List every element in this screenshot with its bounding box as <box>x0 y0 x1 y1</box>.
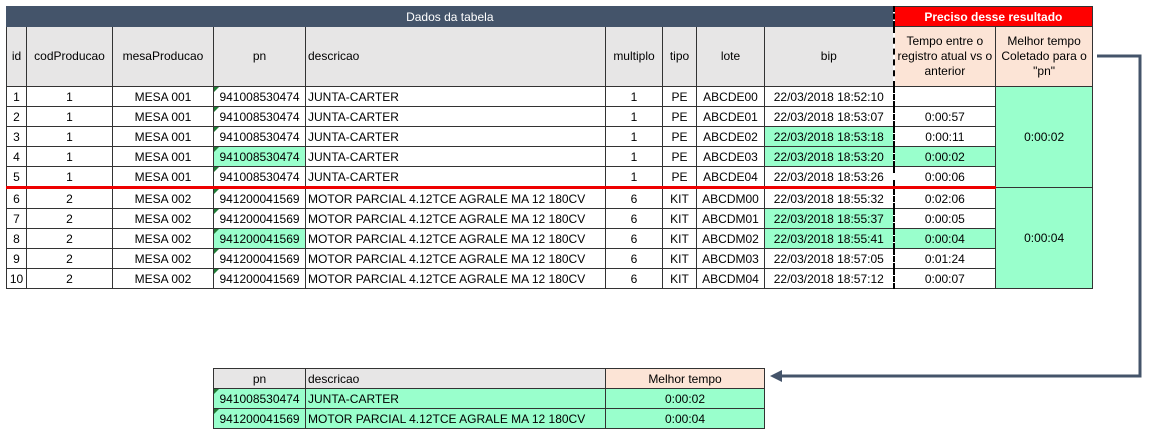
cell-tipo[interactable]: KIT <box>662 208 697 229</box>
table-row: 8 2 MESA 002 941200041569 MOTOR PARCIAL 4.12… <box>6 228 1093 249</box>
cell-tempo[interactable]: 0:00:02 <box>892 146 997 167</box>
cell-lote[interactable]: ABCDM04 <box>696 268 765 289</box>
cell-descricao[interactable]: MOTOR PARCIAL 4.12TCE AGRALE MA 12 180CV <box>305 228 606 249</box>
cell-mesaproducao[interactable]: MESA 002 <box>112 268 214 289</box>
cell-mesaproducao[interactable]: MESA 001 <box>112 166 214 189</box>
cell-lote[interactable]: ABCDM00 <box>696 187 765 209</box>
cell-bip[interactable]: 22/03/2018 18:53:26 <box>763 166 895 189</box>
cell-codproducao[interactable]: 2 <box>26 268 113 289</box>
cell-tempo[interactable]: 0:00:04 <box>892 228 997 249</box>
result-cell-pn[interactable]: 941200041569 <box>213 408 306 429</box>
result-header-melhor-tempo: Melhor tempo <box>605 368 765 389</box>
cell-bip[interactable]: 22/03/2018 18:53:07 <box>763 106 895 127</box>
cell-bip[interactable]: 22/03/2018 18:57:12 <box>763 268 895 289</box>
cell-pn[interactable]: 941200041569 <box>213 228 306 249</box>
cell-bip[interactable]: 22/03/2018 18:53:20 <box>763 146 895 167</box>
result-row: 941200041569 MOTOR PARCIAL 4.12TCE AGRAL… <box>213 408 765 429</box>
cell-pn[interactable]: 941008530474 <box>213 106 306 127</box>
cell-mesaproducao[interactable]: MESA 002 <box>112 228 214 249</box>
cell-pn[interactable]: 941200041569 <box>213 268 306 289</box>
cell-tipo[interactable]: PE <box>662 86 697 107</box>
table-row: 6 2 MESA 002 941200041569 MOTOR PARCIAL 4.12… <box>6 187 1094 289</box>
cell-tipo[interactable]: KIT <box>662 268 697 289</box>
cell-tempo[interactable]: 0:00:07 <box>892 268 997 289</box>
cell-bip[interactable]: 22/03/2018 18:53:18 <box>763 126 895 147</box>
cell-melhor-tempo[interactable]: 0:00:04 <box>995 187 1094 289</box>
header-melhor-tempo: Melhor tempo Coletado para o "pn" <box>995 26 1094 87</box>
table-title: Dados da tabela <box>5 6 895 27</box>
header-descricao: descricao <box>305 26 606 87</box>
cell-tipo[interactable]: PE <box>662 166 697 189</box>
header-tempo: Tempo entre o registro atual vs o anteri… <box>892 26 997 87</box>
result-cell-melhor-tempo[interactable]: 0:00:02 <box>605 388 765 409</box>
cell-mesaproducao[interactable]: MESA 001 <box>112 86 214 107</box>
table-row: 1 1 MESA 001 941008530474 JUNTA-CARTER 1 PE ABC… <box>6 86 1094 188</box>
result-table: pn descricao Melhor tempo 941008530474 J… <box>213 368 765 429</box>
header-lote: lote <box>696 26 765 87</box>
result-header-pn: pn <box>213 368 306 389</box>
cell-descricao[interactable]: MOTOR PARCIAL 4.12TCE AGRALE MA 12 180CV <box>305 268 606 289</box>
result-cell-melhor-tempo[interactable]: 0:00:04 <box>605 408 765 429</box>
cell-mesaproducao[interactable]: MESA 002 <box>112 248 214 269</box>
cell-pn[interactable]: 941008530474 <box>213 166 306 189</box>
cell-pn[interactable]: 941008530474 <box>213 146 306 167</box>
cell-descricao[interactable]: JUNTA-CARTER <box>305 166 606 189</box>
table-row: 2 1 MESA 001 941008530474 JUNTA-CARTER 1 PE ABC… <box>6 106 1093 127</box>
result-row: 941008530474 JUNTA-CARTER 0:00:02 <box>213 388 765 409</box>
data-table: Dados da tabela Preciso desse resultado … <box>5 6 1094 289</box>
cell-tempo[interactable]: 0:00:11 <box>892 126 997 147</box>
cell-mesaproducao[interactable]: MESA 002 <box>112 187 214 209</box>
header-multiplo: multiplo <box>605 26 663 87</box>
cell-lote[interactable]: ABCDE04 <box>696 166 765 189</box>
result-cell-descricao[interactable]: MOTOR PARCIAL 4.12TCE AGRALE MA 12 180CV <box>305 408 606 429</box>
table-row: 10 2 MESA 002 941200041569 MOTOR PARCIAL 4.1… <box>6 268 1093 289</box>
cell-multiplo[interactable]: 6 <box>605 268 663 289</box>
header-pn: pn <box>213 26 306 87</box>
cell-lote[interactable]: ABCDM02 <box>696 228 765 249</box>
header-tipo: tipo <box>662 26 697 87</box>
cell-lote[interactable]: ABCDE00 <box>696 86 765 107</box>
cell-id[interactable]: 10 <box>6 268 27 289</box>
header-codproducao: codProducao <box>26 26 113 87</box>
cell-melhor-tempo[interactable]: 0:00:02 <box>995 86 1094 188</box>
cell-tempo[interactable]: 0:00:05 <box>892 208 997 229</box>
result-title: Preciso desse resultado <box>892 6 1094 27</box>
table-row: 3 1 MESA 001 941008530474 JUNTA-CARTER 1 PE ABC… <box>6 126 1093 147</box>
arrow-head-icon <box>770 370 782 382</box>
cell-descricao[interactable]: MOTOR PARCIAL 4.12TCE AGRALE MA 12 180CV <box>305 208 606 229</box>
cell-tempo[interactable]: 0:01:24 <box>892 248 997 269</box>
header-bip: bip <box>763 26 895 87</box>
cell-bip[interactable]: 22/03/2018 18:55:41 <box>763 228 895 249</box>
cell-tempo[interactable]: 0:00:57 <box>892 106 997 127</box>
cell-bip[interactable]: 22/03/2018 18:55:37 <box>763 208 895 229</box>
cell-lote[interactable]: ABCDE01 <box>696 106 765 127</box>
cell-pn[interactable]: 941200041569 <box>213 187 306 209</box>
cell-pn[interactable]: 941200041569 <box>213 208 306 229</box>
cell-lote[interactable]: ABCDE03 <box>696 146 765 167</box>
cell-tipo[interactable]: PE <box>662 146 697 167</box>
cell-tempo[interactable]: 0:00:06 <box>892 166 997 189</box>
table-row: 9 2 MESA 002 941200041569 MOTOR PARCIAL 4.12… <box>6 248 1093 269</box>
table-row: 5 1 MESA 001 941008530474 JUNTA-CARTER 1 PE ABC… <box>6 166 1093 189</box>
